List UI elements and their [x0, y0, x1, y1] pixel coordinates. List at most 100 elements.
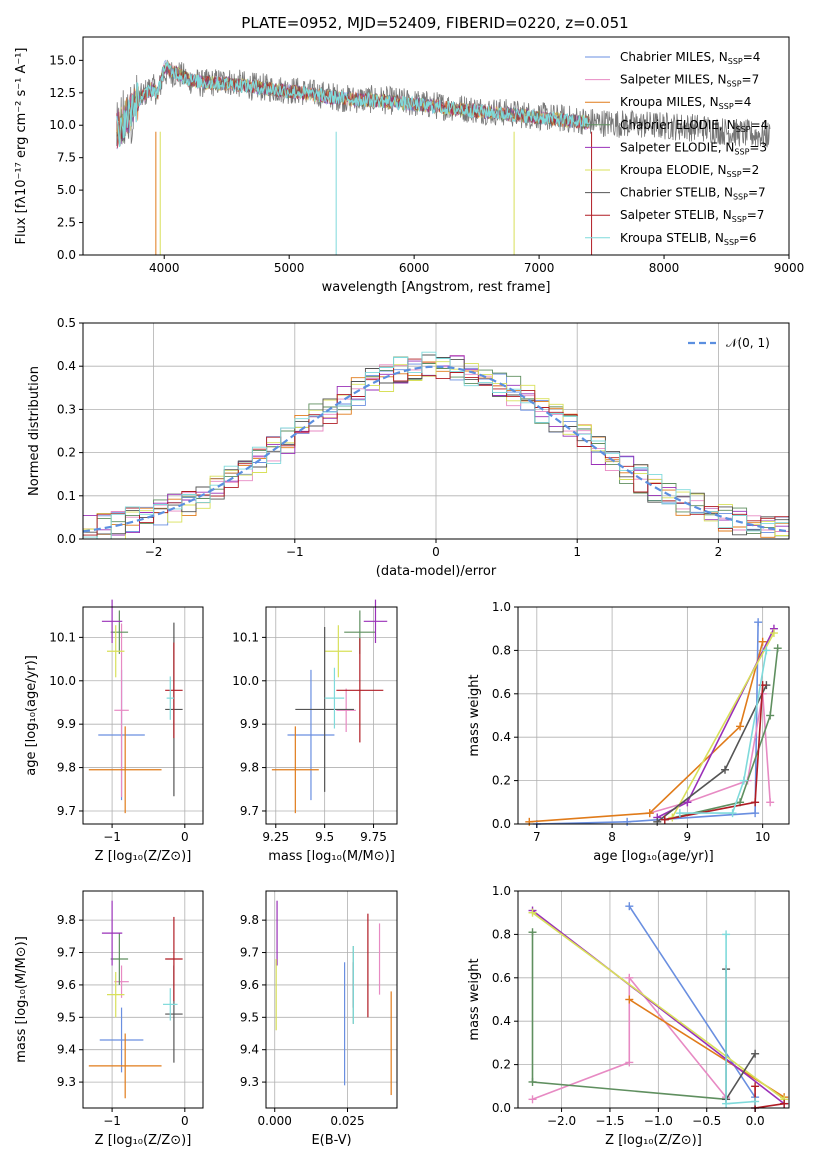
legend-entry-value: =2: [742, 163, 760, 177]
data-point: [165, 642, 183, 739]
panel-mass_vs_ebv: 0.000 0.025 9.3 9.4 9.5 9.6 9.7 9.8 E(B-V): [240, 890, 398, 1148]
panel-age_vs_mass: 9.25 9.5 9.75 9.7 9.8 9.9 10.0 10.1 mass [log₁₀(…: [232, 599, 398, 864]
series-marker: [525, 817, 534, 826]
y-tick-label: 10.1: [49, 630, 76, 644]
series-marker: [528, 1077, 537, 1086]
data-point: [363, 599, 388, 644]
y-tick-label: 9.8: [240, 761, 259, 775]
series-marker: [625, 902, 634, 911]
series-marker: [736, 722, 745, 731]
panel-residuals: −2 −1 0 1 2 0.0 0.1 0.2 0.3 0.4 0.5 (data-model)/er…: [27, 316, 790, 579]
data-point: [114, 965, 129, 998]
series-marker: [721, 765, 730, 774]
series-marker: [675, 809, 684, 818]
y-tick-label: 10.0: [49, 118, 76, 132]
y-tick-label: 2.5: [57, 216, 76, 230]
x-tick-label: 9.75: [360, 830, 387, 844]
series-marker: [762, 646, 771, 655]
gridlines: [518, 606, 789, 825]
legend-entry: 𝒩(0, 1): [726, 336, 770, 350]
y-tick-label: 9.8: [57, 761, 76, 775]
legend-subscript: SSP: [734, 147, 749, 156]
series-marker: [769, 629, 778, 638]
series-line: [532, 909, 785, 1105]
series-marker: [766, 711, 775, 720]
series-marker: [751, 1082, 760, 1091]
y-tick-label: 1.0: [492, 884, 511, 898]
data-point: [165, 916, 183, 1002]
y-tick-label: 0.6: [492, 687, 511, 701]
x-tick-label: −1: [103, 830, 121, 844]
legend-subscript: SSP: [732, 215, 747, 224]
legend-entry-value: =3: [749, 140, 767, 154]
legend-entry: Chabrier ELODIE, NSSP=4: [620, 118, 768, 134]
legend-entry-value: =6: [739, 231, 757, 245]
panel-weight_vs_z: −2.0 −1.5 −1.0 −0.5 0.0 0.0 0.2 0.4 0.6 0.8 1.0 Z […: [467, 884, 790, 1148]
legend-subscript: SSP: [727, 80, 742, 89]
data-point: [88, 1033, 162, 1099]
data-point: [166, 676, 174, 720]
y-axis-label: Normed distribution: [27, 366, 42, 496]
x-tick-label: 6000: [399, 261, 430, 275]
legend-entry-value: =4: [751, 118, 769, 132]
x-tick-label: 7: [533, 830, 541, 844]
legend-entry: Salpeter ELODIE, NSSP=3: [620, 140, 767, 156]
legend-entry: Kroupa ELODIE, NSSP=2: [620, 163, 759, 179]
y-tick-label: 10.0: [232, 674, 259, 688]
y-tick-label: 5.0: [57, 183, 76, 197]
series-line: [664, 648, 779, 821]
x-tick-label: 7000: [524, 261, 555, 275]
axes-frame: [517, 890, 790, 1109]
y-tick-label: 9.3: [240, 1075, 259, 1089]
series-line: [532, 912, 785, 1100]
series-line: [536, 622, 759, 825]
panel-age_vs_z: −1 0 9.7 9.8 9.9 10.0 10.1 Z [log₁₀(Z/Z⊙)] age […: [24, 599, 204, 864]
x-tick-label: −2: [145, 545, 163, 559]
y-tick-label: 0.6: [492, 971, 511, 985]
x-tick-label: 0.000: [258, 1114, 292, 1128]
series-marker: [528, 1095, 537, 1104]
gridlines: [83, 607, 203, 824]
y-tick-label: 9.8: [57, 913, 76, 927]
series-line: [754, 1086, 785, 1109]
y-tick-label: 10.1: [232, 630, 259, 644]
x-tick-label: 9000: [774, 261, 805, 275]
legend-subscript: SSP: [733, 193, 748, 202]
legend-entry-value: =4: [743, 50, 761, 64]
series-marker: [758, 637, 767, 646]
x-axis-label: (data-model)/error: [376, 564, 497, 579]
y-axis-label: Flux [fλ10⁻¹⁷ erg cm⁻² s⁻¹ A⁻¹]: [14, 48, 29, 245]
y-tick-label: 0.1: [57, 489, 76, 503]
legend-entry: Kroupa MILES, NSSP=4: [620, 95, 751, 111]
x-tick-label: 0: [181, 1114, 189, 1128]
y-tick-label: 10.0: [49, 674, 76, 688]
y-tick-label: 9.7: [240, 804, 259, 818]
series-marker: [722, 1099, 731, 1108]
legend-entry: Salpeter STELIB, NSSP=7: [620, 208, 764, 224]
y-tick-label: 1.0: [492, 600, 511, 614]
y-tick-label: 0.0: [57, 248, 76, 262]
y-tick-label: 0.2: [57, 446, 76, 460]
data-point: [107, 971, 125, 1018]
y-tick-label: 0.8: [492, 643, 511, 657]
y-tick-label: 9.5: [57, 1010, 76, 1024]
normal-curve-line: [83, 365, 789, 533]
series-marker: [773, 644, 782, 653]
x-tick-label: −1.5: [595, 1114, 624, 1128]
x-tick-label: 2: [715, 545, 723, 559]
panel-mass_vs_z: −1 0 9.3 9.4 9.5 9.6 9.7 9.8 Z [log₁₀(Z/Z⊙)] mass…: [14, 890, 204, 1148]
legend-subscript: SSP: [728, 57, 743, 66]
legend-subscript: SSP: [727, 170, 742, 179]
x-tick-label: 9.5: [315, 830, 334, 844]
plot-area: [88, 599, 183, 814]
y-tick-label: 9.4: [240, 1043, 259, 1057]
gridlines: [266, 607, 397, 824]
y-tick-label: 0.4: [492, 1014, 511, 1028]
legend-entry-value: =4: [734, 95, 752, 109]
x-tick-label: 5000: [274, 261, 305, 275]
y-tick-label: 9.6: [240, 978, 259, 992]
series-marker: [645, 809, 654, 818]
plot-area: [271, 599, 388, 814]
x-tick-label: −1.0: [644, 1114, 673, 1128]
